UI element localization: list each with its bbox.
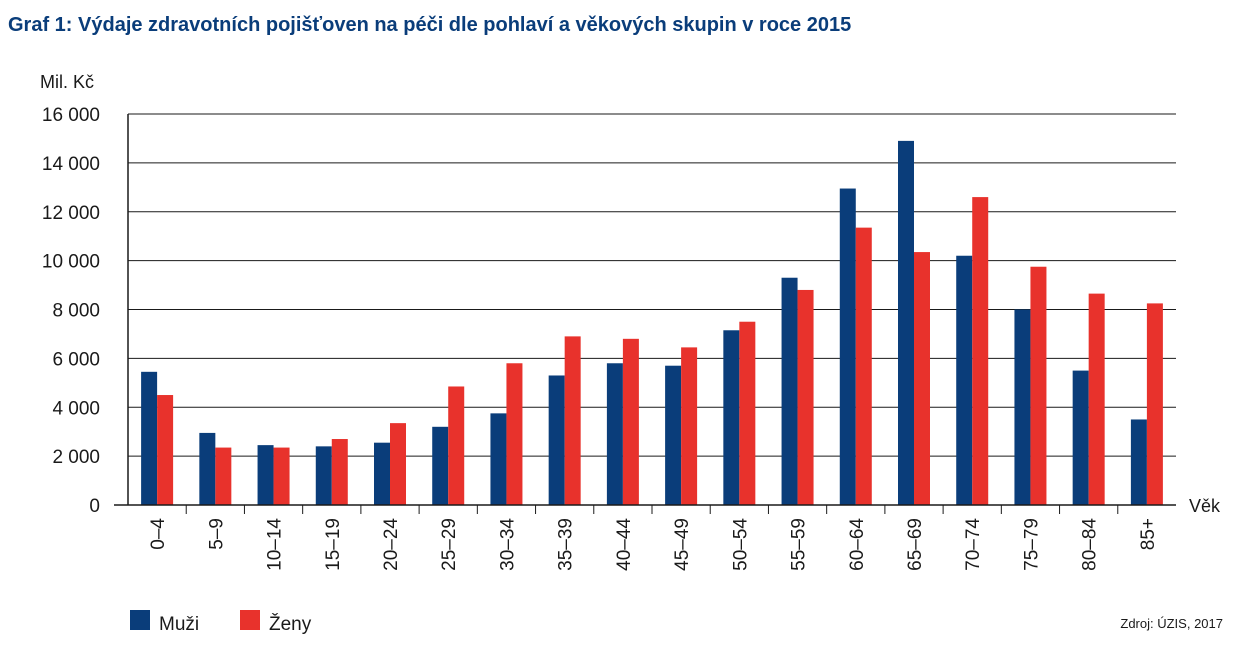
- bar-muzi: [1072, 370, 1089, 505]
- y-axis-label: Mil. Kč: [40, 72, 94, 92]
- bar-muzi: [141, 371, 158, 505]
- bar-muzi: [490, 413, 507, 505]
- bar-muzi: [199, 432, 216, 505]
- x-tick-label: 10–14: [265, 518, 286, 571]
- y-tick-label: 0: [89, 496, 100, 517]
- bar-zeny: [331, 439, 348, 505]
- bar-muzi: [1014, 309, 1031, 505]
- x-tick-label: 35–39: [556, 518, 577, 571]
- bar-zeny: [855, 227, 872, 505]
- bar-zeny: [1146, 303, 1163, 505]
- x-tick-label: 85+: [1138, 518, 1159, 550]
- bar-muzi: [839, 188, 856, 506]
- gridlines: [128, 113, 1176, 457]
- bar-zeny: [739, 321, 756, 505]
- x-tick-label: 20–24: [381, 518, 402, 571]
- x-tick-label: 50–54: [730, 518, 751, 571]
- legend: Muži Ženy: [130, 610, 312, 635]
- bar-zeny: [564, 336, 581, 505]
- bar-zeny: [681, 347, 698, 505]
- y-tick-labels: 0 2 000 4 000 6 000 8 000 10 000 12 000 14 000 1…: [42, 105, 100, 517]
- x-tick-label: 0–4: [148, 518, 169, 550]
- bar-zeny: [797, 289, 814, 505]
- bar-muzi: [257, 445, 274, 505]
- y-tick-label: 2 000: [52, 447, 100, 468]
- x-tick-label: 60–64: [847, 518, 868, 571]
- chart-title: Graf 1: Výdaje zdravotních pojišťoven na…: [8, 14, 852, 36]
- y-tick-label: 10 000: [42, 252, 100, 273]
- bar-zeny: [215, 447, 232, 505]
- y-tick-label: 12 000: [42, 203, 100, 224]
- x-tick-label: 30–34: [497, 518, 518, 571]
- bar-muzi: [1130, 419, 1147, 505]
- legend-label-zeny: Ženy: [269, 613, 312, 635]
- y-tick-label: 4 000: [52, 398, 100, 419]
- bar-muzi: [606, 363, 623, 505]
- bar-muzi: [315, 446, 332, 505]
- bar-zeny: [157, 395, 174, 505]
- bar-zeny: [273, 447, 290, 505]
- bar-zeny: [390, 423, 406, 505]
- bar-muzi: [723, 330, 740, 505]
- y-tick-label: 14 000: [42, 154, 100, 175]
- bar-muzi: [781, 277, 798, 505]
- bar-zeny: [506, 363, 523, 505]
- bar-muzi: [665, 365, 682, 505]
- bar-zeny: [1088, 293, 1105, 505]
- legend-swatch-zeny: [240, 610, 260, 630]
- bar-zeny: [622, 338, 639, 505]
- y-tick-label: 16 000: [42, 105, 100, 126]
- bar-muzi: [898, 140, 914, 505]
- x-axis-label: Věk: [1189, 496, 1221, 516]
- x-tick-label: 55–59: [789, 518, 810, 571]
- bar-zeny: [914, 252, 930, 505]
- bar-muzi: [548, 375, 565, 505]
- x-tick-label: 5–9: [206, 518, 227, 550]
- y-tick-label: 8 000: [52, 301, 100, 322]
- bar-muzi: [374, 442, 390, 505]
- x-tick-label: 45–49: [672, 518, 693, 571]
- x-tick-label: 80–84: [1080, 518, 1101, 571]
- bar-muzi: [956, 255, 973, 505]
- bars: [141, 140, 1163, 506]
- bar-zeny: [972, 197, 989, 505]
- x-tick-label: 25–29: [439, 518, 460, 571]
- axes: [114, 114, 1176, 514]
- x-tick-label: 40–44: [614, 518, 635, 571]
- legend-label-muzi: Muži: [159, 614, 199, 635]
- x-tick-label: 75–79: [1021, 518, 1042, 571]
- bar-muzi: [432, 426, 449, 505]
- x-tick-label: 65–69: [905, 518, 926, 571]
- x-tick-labels: 0–4 5–9 10–14 15–19 20–24 25–29 30–34 35–39 40–4…: [148, 518, 1159, 571]
- legend-swatch-muzi: [130, 610, 150, 630]
- bar-zeny: [448, 386, 465, 505]
- y-tick-label: 6 000: [52, 349, 100, 370]
- bar-zeny: [1030, 266, 1047, 505]
- source-note: Zdroj: ÚZIS, 2017: [1120, 616, 1223, 631]
- x-tick-label: 15–19: [323, 518, 344, 571]
- x-tick-label: 70–74: [963, 518, 984, 571]
